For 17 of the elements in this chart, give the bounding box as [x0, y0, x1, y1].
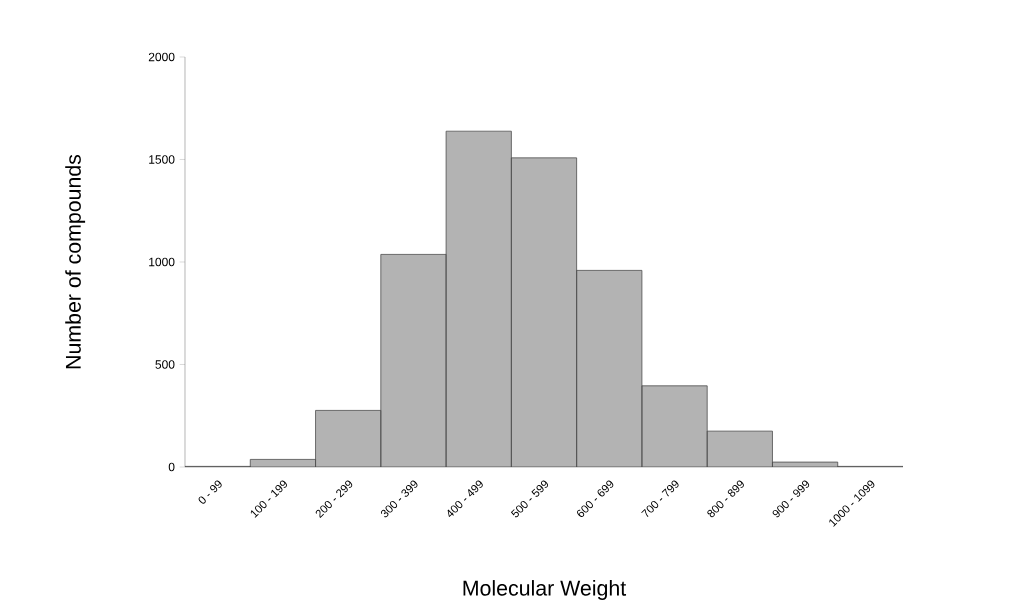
x-tick-label: 700 - 799: [641, 480, 679, 518]
x-tick-label: 500 - 599: [510, 480, 549, 518]
y-tick-label: 1500: [149, 155, 175, 164]
y-tick-label: 0: [168, 462, 175, 472]
x-tick-label: 600 - 699: [577, 480, 614, 517]
x-tick-label: 900 - 999: [772, 480, 810, 518]
y-axis-title: Number of compounds: [65, 154, 86, 369]
x-axis-title: Molecular Weight: [463, 580, 627, 600]
x-tick-label: 0 - 99: [198, 480, 222, 504]
y-tick-label: 1000: [149, 257, 175, 267]
x-tick-label: 800 - 899: [707, 480, 744, 518]
x-tick-label: 200 - 299: [315, 480, 353, 519]
x-tick-label: 300 - 399: [380, 480, 418, 518]
y-tick-label: 2000: [148, 52, 175, 62]
x-tick-label: 100 - 199: [250, 480, 287, 518]
x-tick-label: 400 - 499: [447, 480, 483, 518]
y-tick-label: 500: [155, 360, 175, 369]
